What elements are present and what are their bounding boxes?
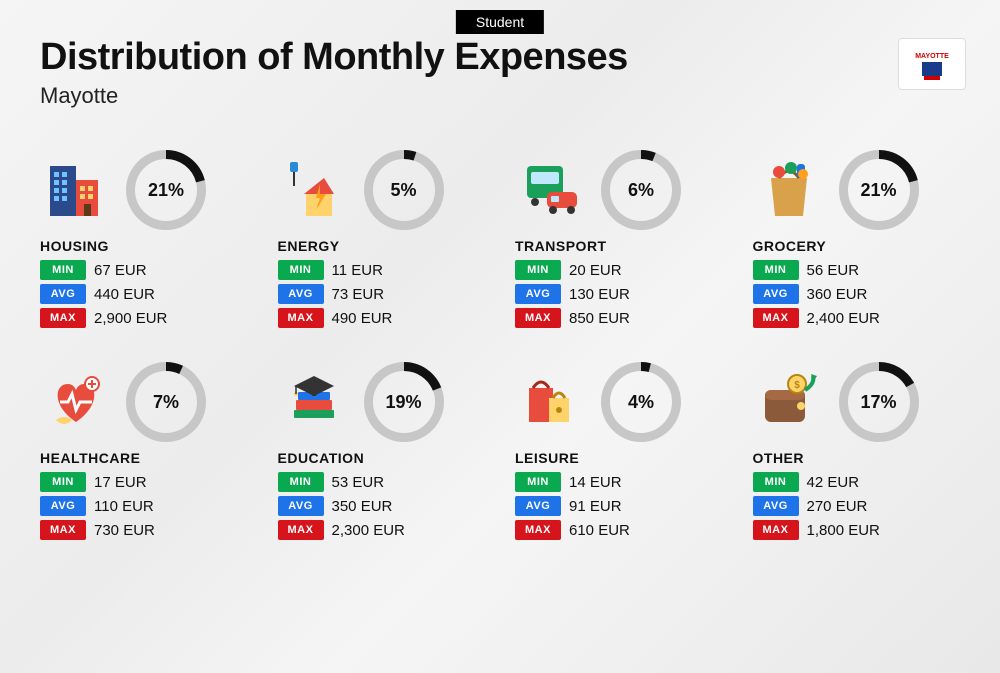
avg-badge: AVG: [515, 496, 561, 516]
education-avg: 350 EUR: [332, 498, 393, 515]
max-badge: MAX: [40, 308, 86, 328]
leisure-max: 610 EUR: [569, 522, 630, 539]
energy-donut: 5%: [364, 150, 444, 230]
grocery-donut: 21%: [839, 150, 919, 230]
avg-badge: AVG: [40, 496, 86, 516]
other-max: 1,800 EUR: [807, 522, 880, 539]
transport-avg: 130 EUR: [569, 286, 630, 303]
expense-card-education: 19% EDUCATION MIN 53 EUR AVG 350 EUR MAX…: [278, 362, 496, 544]
expense-card-healthcare: 7% HEALTHCARE MIN 17 EUR AVG 110 EUR MAX…: [40, 362, 258, 544]
svg-text:$: $: [794, 380, 800, 391]
housing-percent: 21%: [126, 150, 206, 230]
healthcare-avg: 110 EUR: [94, 498, 154, 515]
transport-max: 850 EUR: [569, 310, 630, 327]
housing-donut: 21%: [126, 150, 206, 230]
avg-badge: AVG: [753, 284, 799, 304]
grocery-avg: 360 EUR: [807, 286, 868, 303]
region-flag-icon: [922, 62, 942, 76]
min-badge: MIN: [753, 260, 799, 280]
page-subtitle: Mayotte: [40, 83, 628, 109]
grocery-percent: 21%: [839, 150, 919, 230]
page-title: Distribution of Monthly Expenses: [40, 36, 628, 79]
education-donut: 19%: [364, 362, 444, 442]
region-badge: MAYOTTE: [898, 38, 966, 90]
expense-card-energy: 5% ENERGY MIN 11 EUR AVG 73 EUR MAX 490 …: [278, 150, 496, 332]
energy-icon: [278, 154, 350, 226]
max-badge: MAX: [515, 308, 561, 328]
avg-badge: AVG: [40, 284, 86, 304]
min-badge: MIN: [40, 472, 86, 492]
min-badge: MIN: [40, 260, 86, 280]
min-badge: MIN: [278, 472, 324, 492]
energy-avg: 73 EUR: [332, 286, 385, 303]
avg-badge: AVG: [753, 496, 799, 516]
healthcare-icon: [40, 366, 112, 438]
healthcare-max: 730 EUR: [94, 522, 155, 539]
title-block: Distribution of Monthly Expenses Mayotte: [40, 36, 628, 109]
max-badge: MAX: [278, 520, 324, 540]
other-avg: 270 EUR: [807, 498, 868, 515]
expense-grid: 21% HOUSING MIN 67 EUR AVG 440 EUR MAX 2…: [40, 150, 970, 544]
other-donut: 17%: [839, 362, 919, 442]
housing-min: 67 EUR: [94, 262, 147, 279]
education-name: EDUCATION: [278, 450, 496, 466]
expense-card-grocery: 21% GROCERY MIN 56 EUR AVG 360 EUR MAX 2…: [753, 150, 971, 332]
healthcare-name: HEALTHCARE: [40, 450, 258, 466]
leisure-donut: 4%: [601, 362, 681, 442]
leisure-name: LEISURE: [515, 450, 733, 466]
transport-percent: 6%: [601, 150, 681, 230]
education-max: 2,300 EUR: [332, 522, 405, 539]
transport-min: 20 EUR: [569, 262, 622, 279]
education-percent: 19%: [364, 362, 444, 442]
housing-avg: 440 EUR: [94, 286, 155, 303]
leisure-avg: 91 EUR: [569, 498, 622, 515]
max-badge: MAX: [40, 520, 86, 540]
education-icon: [278, 366, 350, 438]
expense-card-other: $ 17% OTHER MIN 42 EUR AVG 270 EUR MAX 1…: [753, 362, 971, 544]
avg-badge: AVG: [278, 496, 324, 516]
max-badge: MAX: [753, 308, 799, 328]
grocery-icon: [753, 154, 825, 226]
other-icon: $: [753, 366, 825, 438]
grocery-min: 56 EUR: [807, 262, 860, 279]
student-badge: Student: [456, 10, 544, 34]
other-min: 42 EUR: [807, 474, 860, 491]
max-badge: MAX: [753, 520, 799, 540]
healthcare-percent: 7%: [126, 362, 206, 442]
min-badge: MIN: [278, 260, 324, 280]
transport-icon: [515, 154, 587, 226]
other-name: OTHER: [753, 450, 971, 466]
region-label: MAYOTTE: [915, 53, 949, 60]
min-badge: MIN: [515, 472, 561, 492]
energy-percent: 5%: [364, 150, 444, 230]
expense-card-leisure: 4% LEISURE MIN 14 EUR AVG 91 EUR MAX 610…: [515, 362, 733, 544]
leisure-min: 14 EUR: [569, 474, 622, 491]
max-badge: MAX: [278, 308, 324, 328]
max-badge: MAX: [515, 520, 561, 540]
avg-badge: AVG: [278, 284, 324, 304]
transport-donut: 6%: [601, 150, 681, 230]
leisure-icon: [515, 366, 587, 438]
energy-max: 490 EUR: [332, 310, 393, 327]
healthcare-min: 17 EUR: [94, 474, 147, 491]
leisure-percent: 4%: [601, 362, 681, 442]
expense-card-transport: 6% TRANSPORT MIN 20 EUR AVG 130 EUR MAX …: [515, 150, 733, 332]
housing-icon: [40, 154, 112, 226]
grocery-max: 2,400 EUR: [807, 310, 880, 327]
energy-name: ENERGY: [278, 238, 496, 254]
expense-card-housing: 21% HOUSING MIN 67 EUR AVG 440 EUR MAX 2…: [40, 150, 258, 332]
education-min: 53 EUR: [332, 474, 385, 491]
min-badge: MIN: [515, 260, 561, 280]
avg-badge: AVG: [515, 284, 561, 304]
housing-max: 2,900 EUR: [94, 310, 167, 327]
transport-name: TRANSPORT: [515, 238, 733, 254]
grocery-name: GROCERY: [753, 238, 971, 254]
other-percent: 17%: [839, 362, 919, 442]
energy-min: 11 EUR: [332, 262, 383, 279]
housing-name: HOUSING: [40, 238, 258, 254]
healthcare-donut: 7%: [126, 362, 206, 442]
min-badge: MIN: [753, 472, 799, 492]
